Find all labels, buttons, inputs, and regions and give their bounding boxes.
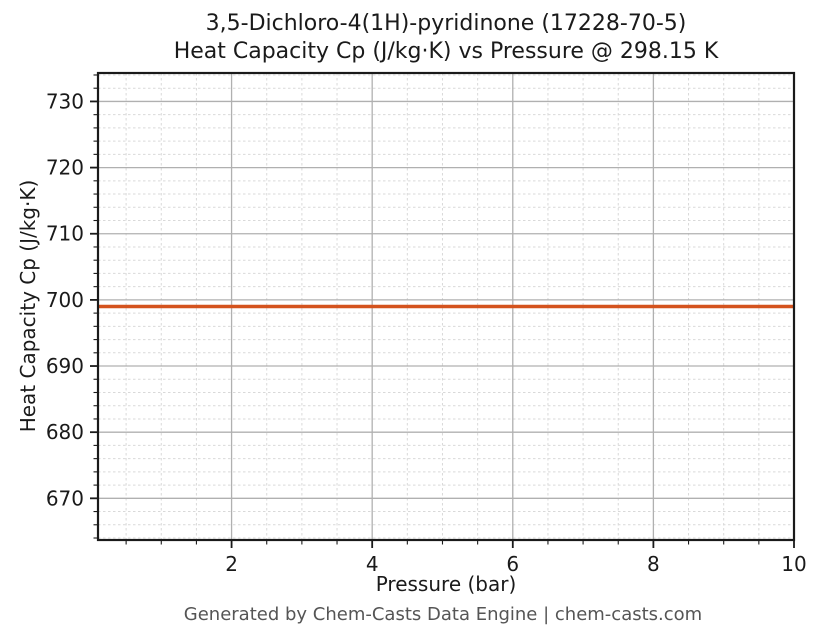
y-tick-label: 700: [46, 288, 84, 312]
x-tick-label: 10: [781, 552, 806, 576]
y-tick-label: 730: [46, 89, 84, 113]
y-tick-label: 720: [46, 156, 84, 180]
y-tick-label: 680: [46, 420, 84, 444]
tick-marks: [90, 74, 795, 548]
x-tick-label: 4: [366, 552, 379, 576]
tick-labels: 2 4 6 8 10 670 680 690 700 710 720 730: [46, 89, 807, 576]
x-tick-label: 8: [647, 552, 660, 576]
watermark-text: Generated by Chem-Casts Data Engine | ch…: [183, 604, 703, 625]
axes-frame: [96, 71, 796, 542]
y-tick-label: 670: [46, 486, 84, 510]
minor-gridlines: [98, 73, 794, 540]
y-tick-label: 690: [46, 354, 84, 378]
y-tick-label: 710: [46, 222, 84, 246]
y-axis-label: Heat Capacity Cp (J/kg·K): [16, 179, 40, 433]
x-tick-label: 6: [506, 552, 519, 576]
chart-title-line2: Heat Capacity Cp (J/kg·K) vs Pressure @ …: [173, 39, 719, 64]
x-tick-label: 2: [225, 552, 238, 576]
chart-title-line1: 3,5-Dichloro-4(1H)-pyridinone (17228-70-…: [205, 11, 687, 36]
chart-title: 3,5-Dichloro-4(1H)-pyridinone (17228-70-…: [98, 10, 794, 66]
x-axis-label: Pressure (bar): [375, 572, 517, 596]
